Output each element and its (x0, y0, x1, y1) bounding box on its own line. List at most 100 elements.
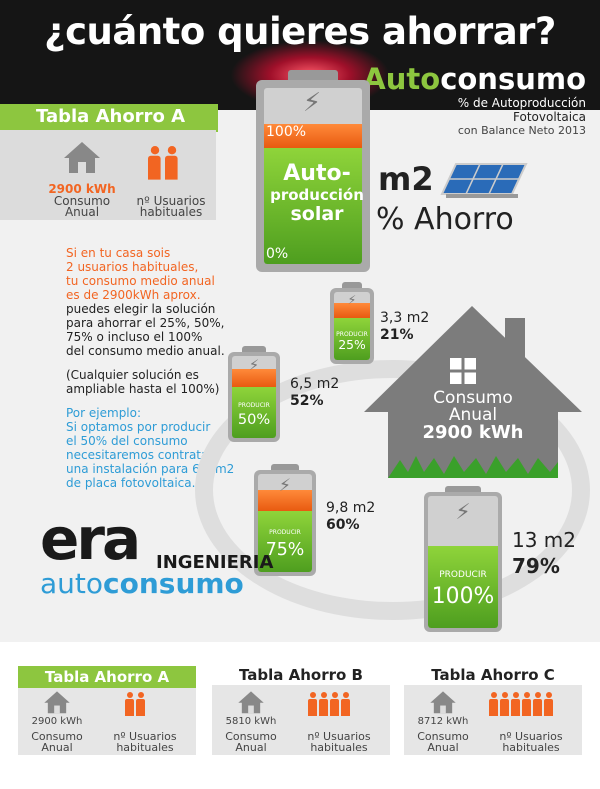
footer-kwh: 2900 kWh (31, 716, 83, 727)
option-battery-inner (428, 496, 498, 628)
person-icon (533, 692, 542, 716)
option-battery-green (428, 546, 498, 628)
bolt-icon: ⚡ (347, 292, 357, 307)
person-icon (500, 692, 509, 716)
solar-panel-icon (440, 163, 528, 198)
option-battery-green (232, 387, 276, 438)
footer-consumo-line1: Consumo (31, 730, 83, 743)
option-ahorro: 21% (380, 327, 414, 343)
desc-note: (Cualquier solución es ampliable hasta e… (66, 368, 234, 396)
logo-autoconsumo: autoconsumo (40, 570, 244, 598)
desc-line: del consumo medio anual. (66, 344, 225, 358)
house-icon (238, 691, 264, 714)
option-battery-inner (232, 356, 276, 438)
bolt-icon: ⚡ (278, 476, 292, 497)
footer-consumo-line2: Anual (41, 741, 73, 754)
option-battery-orange (334, 302, 370, 318)
main-battery-line3: solar (290, 203, 344, 225)
footer-consumo-line1: Consumo (225, 730, 277, 743)
logo-consumo: consumo (103, 567, 244, 600)
footer-card (212, 685, 390, 755)
logo-era: era (40, 505, 141, 573)
main-battery-inner (264, 88, 362, 264)
person-icon (319, 692, 328, 716)
brand-title-white: consumo (440, 62, 586, 96)
logo-ingenieria: INGENIERIA (156, 552, 274, 573)
footer-title: Tabla Ahorro A (18, 666, 196, 688)
footer-consumo-line2: Anual (235, 741, 267, 754)
option-battery-inner (334, 292, 370, 360)
person-icon (489, 692, 498, 716)
tabla-a-card (0, 130, 216, 220)
person-icon (308, 692, 317, 716)
house-line1: Consumo (433, 388, 513, 408)
option-battery-cap (242, 346, 266, 354)
subtitle-3: con Balance Neto 2013 (457, 124, 586, 137)
person-icon (544, 692, 553, 716)
option-ahorro: 52% (290, 393, 324, 409)
footer-consumo: Consumo Anual (408, 731, 478, 753)
option-percent: 100% (431, 584, 495, 610)
person-icon (148, 146, 161, 180)
option-producir: PRODUCIR (439, 570, 487, 581)
option-battery-2: ⚡ PRODUCIR 50% (228, 352, 280, 442)
footer-card (18, 685, 196, 755)
person-icon (511, 692, 520, 716)
subtitle-1: % de Autoproducción (457, 96, 586, 110)
desc-line: Si en tu casa sois (66, 246, 171, 260)
footer-usuarios: nº Usuarios habituales (294, 731, 384, 753)
main-battery-line2: producción (270, 186, 364, 204)
option-producir: PRODUCIR (336, 330, 368, 338)
option-battery-cap (445, 486, 481, 494)
desc-line: tu consumo medio anual (66, 274, 215, 288)
footer-usuarios-line2: habituales (502, 741, 560, 754)
consumo-line1: Consumo (53, 194, 111, 208)
person-icon (522, 692, 531, 716)
logo-auto: auto (40, 567, 104, 600)
bolt-icon: ⚡ (302, 88, 322, 118)
option-producir: PRODUCIR (269, 529, 301, 537)
main-battery-cap (288, 70, 338, 82)
main-battery-orange (264, 124, 362, 148)
footer-title: Tabla Ahorro B (239, 666, 363, 684)
house-icon (64, 142, 100, 173)
house-line3: 2900 kWh (422, 422, 524, 443)
option-percent: 75% (265, 539, 305, 560)
option-battery-cap (271, 464, 299, 472)
footer-usuarios-line1: nº Usuarios (499, 730, 563, 743)
option-ahorro: 79% (512, 554, 560, 578)
big-house-icon (364, 306, 582, 478)
option-m2: 13 m2 (512, 528, 577, 552)
option-m2: 6,5 m2 (290, 376, 340, 392)
desc-line: 2 usuarios habituales, (66, 260, 199, 274)
house-icon (44, 691, 70, 714)
option-producir: PRODUCIR (238, 402, 270, 410)
footer-consumo: Consumo Anual (22, 731, 92, 753)
option-battery-inner (258, 474, 312, 572)
desc-line: para ahorrar el 25%, 50%, (66, 316, 225, 330)
option-ahorro: 60% (326, 517, 360, 533)
option-battery-orange (232, 369, 276, 388)
desc-orange: Si en tu casa sois 2 usuarios habituales… (66, 246, 234, 302)
option-battery-1: ⚡ PRODUCIR 25% (330, 288, 374, 364)
main-battery-100: 100% (266, 124, 307, 140)
footer-usuarios-line2: habituales (310, 741, 368, 754)
footer-consumo-line1: Consumo (417, 730, 469, 743)
footer-kwh: 5810 kWh (225, 716, 277, 727)
option-battery-4: ⚡ PRODUCIR 100% (424, 492, 502, 632)
footer-usuarios-line1: nº Usuarios (307, 730, 371, 743)
consumo-line2: Anual (64, 205, 100, 219)
desc-example: Por ejemplo: Si optamos por producir el … (66, 406, 234, 490)
desc-line: necesitaremos contratar (66, 448, 214, 462)
usuarios-line1: nº Usuarios (136, 194, 206, 208)
desc-line: el 50% del consumo (66, 434, 188, 448)
users-icon-group (489, 692, 555, 720)
house-icon (430, 691, 456, 714)
tabla-a-kwh: 2900 kWh (48, 182, 116, 196)
desc-line: puedes elegir la solución (66, 302, 216, 316)
house-label: Consumo Anual 2900 kWh (388, 388, 558, 443)
person-icon (165, 146, 178, 180)
desc-line: de placa fotovoltaica. (66, 476, 196, 490)
person-icon (136, 692, 145, 716)
footer-consumo-line2: Anual (427, 741, 459, 754)
